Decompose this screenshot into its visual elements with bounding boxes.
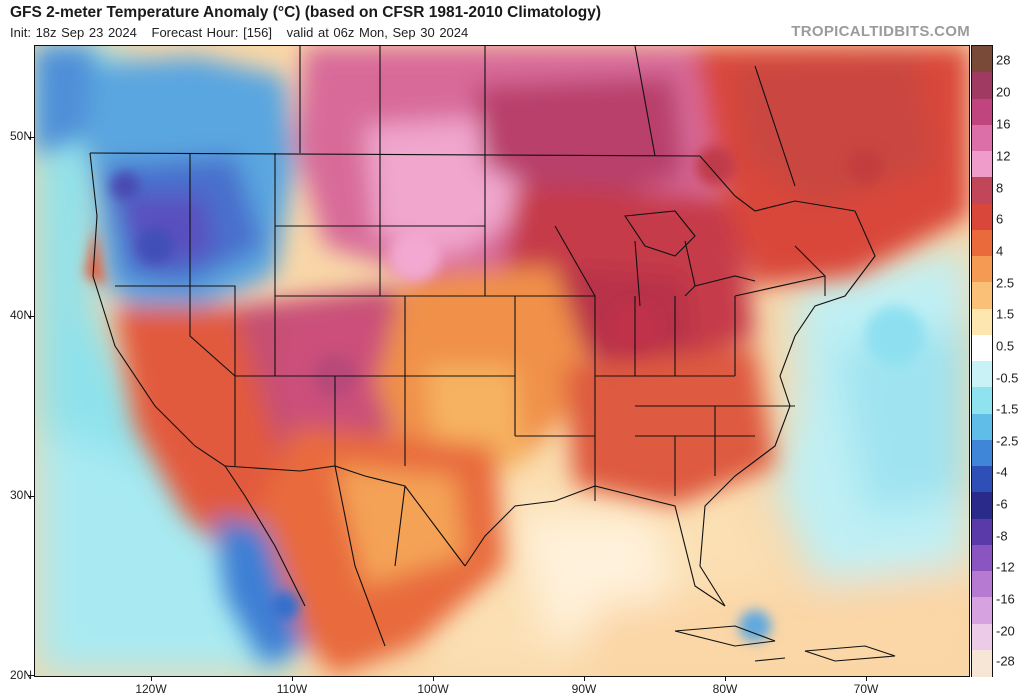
political-boundaries [89,46,896,662]
anomaly-map-svg [35,46,969,676]
color-scale-label: -12 [996,559,1015,575]
color-scale-swatch [972,177,992,204]
lon-label-100w: 100W [417,682,449,696]
lon-label-80w: 80W [712,682,738,696]
color-scale-swatch [972,597,992,624]
color-scale-swatch [972,518,992,546]
brand-watermark: TROPICALTIDBITS.COM [791,23,970,40]
color-scale-swatch [972,72,992,99]
color-scale-label: 4 [996,243,1004,259]
lat-tick-30n [28,496,34,497]
color-scale-swatch [972,623,992,651]
color-scale-swatch [972,413,992,441]
color-scale-bar [971,45,993,677]
color-scale-label: 16 [996,116,1011,132]
valid-time: valid at 06z Mon, Sep 30 2024 [286,25,469,40]
lat-label-50n: 50N [9,129,32,143]
color-scale-label: -2.5 [996,433,1019,449]
color-scale-swatch [972,46,992,73]
map-subtitle: Init: 18z Sep 23 2024 Forecast Hour: [15… [10,25,478,40]
color-scale-label: 20 [996,84,1011,100]
color-scale-swatch [972,229,992,257]
color-scale-swatch [972,334,992,362]
lat-label-20n: 20N [9,668,32,682]
lat-tick-50n [28,137,34,138]
lon-tick-70w [866,676,867,681]
color-scale-swatch [972,544,992,572]
lon-tick-120w [151,676,152,681]
lat-tick-40n [28,316,34,317]
color-scale-label: -16 [996,591,1015,607]
color-scale-label: 2.5 [996,275,1015,291]
color-scale-swatch [972,151,992,178]
lon-label-70w: 70W [853,682,879,696]
color-scale-label: 28 [996,52,1011,68]
map-title: GFS 2-meter Temperature Anomaly (°C) (ba… [10,4,602,21]
color-scale-label: 6 [996,211,1004,227]
color-scale-swatch [972,308,992,336]
lon-label-110w: 110W [276,682,308,696]
color-scale-label: -0.5 [996,370,1019,386]
forecast-hour: Forecast Hour: [156] [151,25,273,40]
lon-tick-80w [725,676,726,681]
color-scale-swatch [972,282,992,309]
lon-tick-110w [292,676,293,681]
lon-label-120w: 120W [135,682,167,696]
init-time: Init: 18z Sep 23 2024 [10,25,137,40]
color-scale-swatch [972,98,992,126]
lon-label-90w: 90W [571,682,597,696]
color-scale-label: -8 [996,528,1008,544]
color-scale-swatch [972,124,992,152]
color-scale-label: -20 [996,623,1015,639]
color-scale-label: 0.5 [996,338,1015,354]
lon-tick-90w [584,676,585,681]
lat-tick-20n [28,675,34,676]
color-scale-swatch [972,203,992,231]
lat-label-30n: 30N [9,488,32,502]
color-scale-swatch [972,649,992,677]
color-scale-swatch [972,492,992,519]
color-scale-swatch [972,466,992,493]
lat-label-40n: 40N [9,308,32,322]
color-scale-label: -6 [996,496,1008,512]
color-scale-swatch [972,361,992,388]
anomaly-map [34,45,970,677]
color-scale-label: 12 [996,148,1011,164]
color-scale-swatch [972,256,992,283]
color-scale-swatch [972,387,992,414]
color-scale-swatch [972,439,992,467]
lon-tick-100w [433,676,434,681]
color-scale-label: -1.5 [996,401,1019,417]
color-scale-label: -28 [996,653,1015,669]
color-scale-label: 8 [996,180,1004,196]
color-scale-label: 1.5 [996,306,1015,322]
color-scale-label: -4 [996,464,1008,480]
color-scale-swatch [972,571,992,598]
